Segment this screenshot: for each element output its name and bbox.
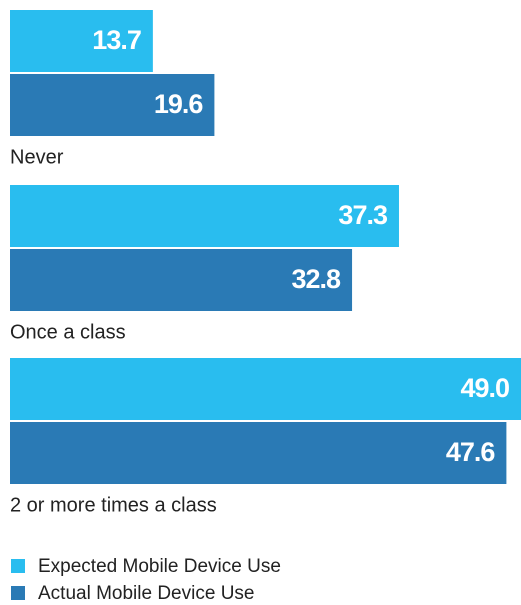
bar: [10, 185, 399, 247]
value-label: 32.8: [291, 264, 341, 294]
value-label: 37.3: [338, 200, 388, 230]
bar: [10, 10, 153, 72]
legend-swatch: [11, 559, 25, 573]
legend-label: Expected Mobile Device Use: [38, 556, 281, 577]
bar: [10, 422, 507, 484]
value-label: 19.6: [154, 89, 204, 119]
bar: [10, 249, 353, 311]
value-label: 13.7: [92, 25, 141, 55]
value-label: 49.0: [460, 373, 509, 403]
legend-label: Actual Mobile Device Use: [38, 583, 254, 604]
category-label: Once a class: [10, 321, 126, 343]
bar: [10, 358, 521, 420]
category-label: 2 or more times a class: [10, 494, 217, 516]
category-label: Never: [10, 146, 64, 168]
bar: [10, 74, 215, 136]
value-label: 47.6: [446, 437, 496, 467]
legend-swatch: [11, 586, 25, 600]
